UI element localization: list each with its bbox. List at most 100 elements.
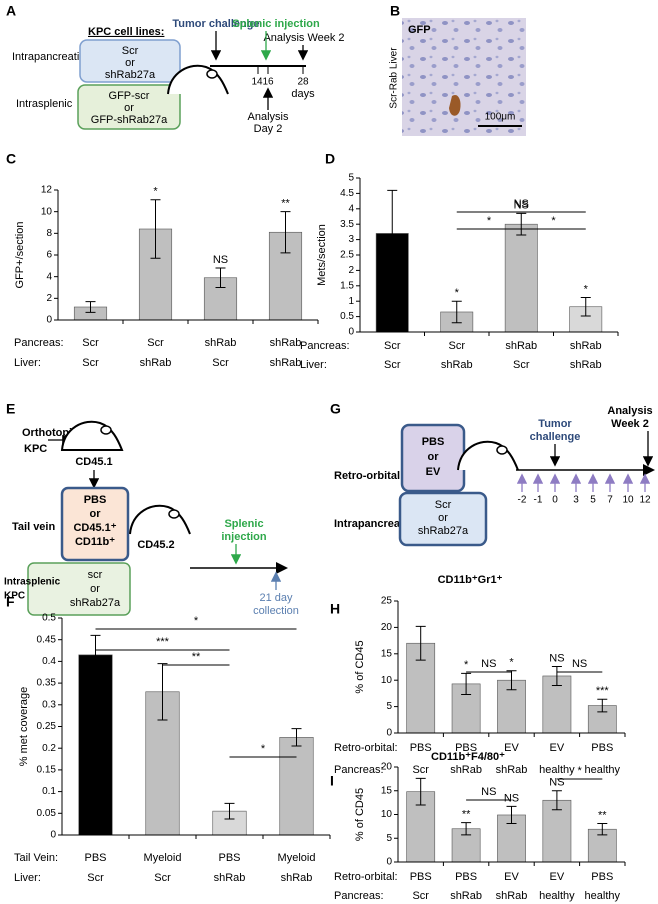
- label: Week 2: [611, 418, 649, 430]
- comparison-label: *: [551, 215, 556, 227]
- error-bar: [387, 189, 398, 278]
- panel-b: B GFP 100μm Scr-Rab Liver: [389, 3, 526, 136]
- x-tick-label: shRab: [270, 357, 302, 369]
- error-bar: [461, 822, 472, 836]
- label: Retro-orbital: [334, 470, 400, 482]
- box: [27, 562, 131, 616]
- label: or: [90, 508, 102, 520]
- label: Intrasplenic: [4, 577, 61, 588]
- x-tick-label: Scr: [449, 340, 466, 352]
- x-tick-label: Myeloid: [144, 852, 182, 864]
- box: [398, 491, 488, 547]
- y-tick-label: 4: [46, 271, 52, 282]
- row-label: Retro-orbital:: [334, 742, 398, 754]
- mouse: [129, 504, 191, 535]
- y-tick-label: 0: [386, 857, 392, 868]
- y-tick-label: 5: [386, 701, 392, 712]
- label: Analysis: [607, 405, 652, 417]
- y-axis-label: GFP+/section: [14, 222, 26, 289]
- x-tick-label: EV: [504, 871, 519, 883]
- y-tick-label: 15: [381, 785, 393, 796]
- panel-label: C: [6, 151, 16, 167]
- y-tick-label: 0.25: [37, 721, 57, 732]
- y-axis-label: Mets/section: [316, 224, 328, 286]
- annotation: *: [153, 186, 158, 198]
- label: CD45.2: [137, 539, 174, 551]
- row-label: Retro-orbital:: [334, 871, 398, 883]
- y-tick-label: 4.5: [340, 188, 354, 199]
- day: -1: [534, 495, 543, 506]
- y-tick-label: 10: [381, 675, 393, 686]
- error-bar: [597, 823, 608, 836]
- row-label: Liver:: [14, 357, 41, 369]
- label: days: [291, 88, 315, 100]
- panel-label: E: [6, 401, 15, 417]
- comparison-label: NS: [514, 198, 529, 210]
- x-tick-label: healthy: [539, 764, 575, 776]
- box: [60, 486, 130, 562]
- x-tick-label: Scr: [82, 337, 99, 349]
- label: CD45.1⁺: [73, 522, 116, 534]
- label: Tumor challenge: [172, 18, 259, 30]
- error-bar: [461, 672, 472, 695]
- row-label: Pancreas:: [300, 340, 350, 352]
- label: or: [428, 451, 440, 463]
- annotation: **: [281, 198, 290, 210]
- day: 5: [590, 495, 596, 506]
- day-ticks: -2 -1 0 3 5 7 10 12: [516, 473, 651, 506]
- x-tick-label: Scr: [384, 340, 401, 352]
- x-tick-label: PBS: [410, 742, 432, 754]
- error-bar: [280, 211, 291, 254]
- row-label: Liver:: [300, 359, 327, 371]
- y-tick-label: 20: [381, 762, 393, 773]
- label: GFP: [408, 24, 431, 36]
- error-bar: [415, 625, 426, 661]
- label: Intrapancreatic: [334, 518, 413, 530]
- label: 100μm: [485, 112, 516, 123]
- y-tick-label: 0.2: [42, 743, 56, 754]
- y-tick-label: 20: [381, 622, 393, 633]
- y-axis-label: % of CD45: [354, 788, 366, 841]
- x-tick-label: PBS: [218, 852, 240, 864]
- gfp-cell: [449, 94, 461, 116]
- y-tick-label: 3: [348, 234, 354, 245]
- error-bar: [150, 199, 161, 259]
- bar: [542, 799, 572, 863]
- x-tick-label: shRab: [496, 764, 528, 776]
- x-tick-label: shRab: [496, 890, 528, 902]
- error-bar: [85, 301, 96, 313]
- panel-label: H: [330, 601, 340, 617]
- label: Splenic injection: [232, 18, 320, 30]
- y-tick-label: 2: [46, 293, 52, 304]
- day: 14: [251, 77, 263, 88]
- annotation: NS: [213, 254, 228, 266]
- label: Splenic: [224, 518, 263, 530]
- label: Day 2: [254, 123, 283, 135]
- label: or: [125, 57, 135, 69]
- y-tick-label: 1: [348, 296, 354, 307]
- micrograph: [402, 18, 526, 136]
- label: KPC: [24, 443, 47, 455]
- x-tick-label: EV: [550, 742, 565, 754]
- y-tick-label: 0.5: [340, 311, 354, 322]
- y-tick-label: 3.5: [340, 219, 354, 230]
- x-tick-label: Scr: [87, 872, 104, 884]
- y-axis-label: % met coverage: [18, 687, 30, 766]
- box: [79, 39, 181, 83]
- label: Tumor: [538, 418, 572, 430]
- x-tick-label: shRab: [214, 872, 246, 884]
- label: Analysis Week 2: [263, 32, 344, 44]
- label: Scr-Rab Liver: [389, 47, 400, 109]
- y-tick-label: 15: [381, 648, 393, 659]
- row-label: Tail Vein:: [14, 852, 58, 864]
- y-tick-label: 0.15: [37, 765, 57, 776]
- x-tick-label: PBS: [455, 871, 477, 883]
- y-tick-label: 8: [46, 228, 52, 239]
- annotation: *: [584, 283, 589, 295]
- x-tick-label: shRab: [270, 337, 302, 349]
- y-tick-label: 1.5: [340, 280, 354, 291]
- y-tick-label: 0.45: [37, 634, 57, 645]
- error-bar: [597, 698, 608, 713]
- x-tick-label: shRab: [570, 359, 602, 371]
